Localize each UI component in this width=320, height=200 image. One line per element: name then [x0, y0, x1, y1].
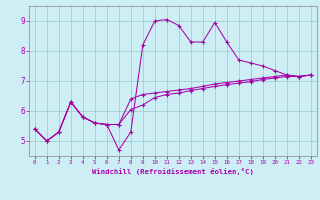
X-axis label: Windchill (Refroidissement éolien,°C): Windchill (Refroidissement éolien,°C) [92, 168, 254, 175]
